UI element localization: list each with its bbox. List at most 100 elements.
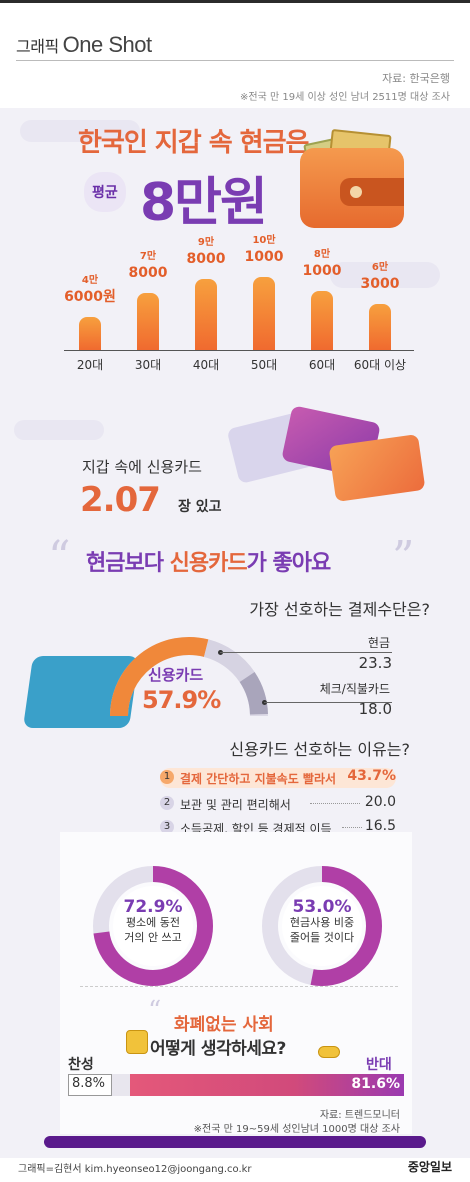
legend-check-value: 18.0	[358, 700, 392, 718]
top-rule	[0, 0, 470, 26]
receipt-roll	[44, 1136, 426, 1148]
open-quote-icon: “	[48, 532, 71, 583]
credit-label: 신용카드	[148, 666, 204, 684]
header-divider	[16, 60, 454, 61]
x-tick-label: 50대	[250, 358, 278, 372]
decor-blob	[20, 120, 140, 142]
brand: 그래픽 One Shot	[16, 32, 152, 58]
x-tick-label: 60대	[308, 358, 336, 372]
legend-cash-value: 23.3	[358, 654, 392, 672]
bar-1	[137, 293, 159, 350]
headline-part1: 현금보다	[86, 551, 170, 576]
card-count: 2.07	[80, 480, 161, 520]
ring-percent: 53.0%	[292, 897, 352, 917]
bar-5	[369, 304, 391, 350]
bar-value-label: 10만 1000	[244, 234, 284, 265]
reason-number: 2	[160, 796, 174, 810]
cashless-title: 화폐없는 사회	[174, 1015, 274, 1035]
headline-part3: 가 좋아요	[246, 551, 332, 576]
reason-text: 보관 및 관리 편리해서	[180, 798, 291, 812]
source-label: 자료: 한국은행	[382, 72, 450, 85]
legend-check-name: 체크/직불카드	[319, 682, 390, 696]
disagree-label: 반대	[366, 1057, 392, 1073]
bar-3	[253, 276, 275, 350]
bar-value-label: 7만 8000	[128, 251, 168, 282]
chart-baseline	[64, 350, 414, 351]
ring-label: 53.0% 현금사용 비중 줄어들 것이다	[282, 897, 362, 945]
cashless-question: 어떻게 생각하세요?	[150, 1039, 286, 1059]
card-unit: 장 있고	[178, 499, 222, 515]
brand-name: One Shot	[62, 32, 152, 57]
average-badge: 평균	[84, 172, 126, 212]
ring-line2: 거의 안 쓰고	[124, 931, 182, 944]
gauge-cash	[203, 639, 255, 683]
ring-coin	[93, 866, 213, 986]
reason-row: 2 보관 및 관리 편리해서 20.0	[160, 794, 396, 814]
legend-line	[264, 702, 392, 703]
payment-question: 가장 선호하는 결제수단은?	[249, 600, 430, 619]
decor-blob	[14, 420, 104, 440]
hero-title: 한국인 지갑 속 현금은	[78, 128, 309, 158]
coin-icon	[318, 1046, 340, 1058]
average-amount: 8만원	[140, 173, 268, 233]
payment-gauge	[110, 637, 268, 717]
credit-value: 57.9%	[142, 686, 221, 714]
decor-blob	[330, 262, 440, 288]
reason-value: 16.5	[364, 818, 396, 834]
bar-value-label: 8만 1000	[302, 249, 342, 280]
legend-cash-name: 현금	[367, 636, 390, 650]
reason-number: 3	[160, 820, 174, 834]
x-tick-label: 30대	[134, 358, 162, 372]
reason-number: 1	[160, 770, 174, 784]
ring-line1: 현금사용 비중	[289, 916, 355, 929]
reason-text: 결제 간단하고 지불속도 빨라서	[180, 772, 337, 786]
ring-percent: 72.9%	[123, 897, 183, 917]
x-tick-label: 60대 이상	[353, 358, 407, 372]
gauge-check	[239, 672, 268, 715]
ring-charts	[93, 866, 382, 986]
ring-line2: 줄어들 것이다	[289, 931, 355, 944]
bar-value-label: 6만 3000	[360, 262, 400, 293]
footer-publisher: 중앙일보	[407, 1160, 452, 1174]
opinion-bar	[68, 1074, 404, 1096]
open-quote-icon: “	[148, 996, 162, 1026]
leader-dots	[310, 803, 360, 804]
reason-question: 신용카드 선호하는 이유는?	[229, 740, 410, 759]
bar-2	[195, 278, 217, 350]
agree-bar	[68, 1074, 112, 1096]
ring-cash-decline	[262, 866, 382, 986]
reason-row: 1 결제 간단하고 지불속도 빨라서 43.7%	[160, 768, 396, 788]
headline: 현금보다 신용카드가 좋아요	[86, 545, 332, 577]
x-tick-label: 20대	[76, 358, 104, 372]
headline-part2: 신용카드	[169, 551, 248, 576]
disagree-value: 81.6%	[351, 1076, 400, 1092]
wallet-button	[350, 186, 362, 198]
footer-credit: 그래픽=김현서 kim.hyeonseo12@joongang.co.kr	[18, 1164, 252, 1175]
survey-note: ※전국 만 19세 이상 성인 남녀 2511명 대상 조사	[240, 92, 450, 103]
ring-center	[282, 886, 362, 966]
ring-label: 72.9% 평소에 동전 거의 안 쓰고	[113, 897, 193, 945]
close-quote-icon: ”	[392, 532, 415, 583]
cashless-survey-note: ※전국 만 19~59세 성인남녀 1000명 대상 조사	[193, 1124, 400, 1135]
ring-center	[113, 886, 193, 966]
bar-value-label: 9만 8000	[186, 236, 226, 267]
receipt-divider	[80, 986, 398, 987]
ring-line1: 평소에 동전	[125, 916, 181, 929]
bar-value-label: 4만 6000원	[64, 274, 116, 305]
bar-0	[79, 316, 101, 350]
disagree-bar	[129, 1074, 404, 1096]
legend-line	[220, 652, 392, 653]
leader-dots	[352, 777, 356, 778]
card-text: 지갑 속에 신용카드	[82, 458, 202, 476]
gauge-credit	[110, 637, 209, 717]
reason-value: 43.7%	[347, 768, 396, 784]
reason-value: 20.0	[364, 794, 396, 810]
x-tick-label: 40대	[192, 358, 220, 372]
agree-value: 8.8%	[72, 1076, 106, 1091]
agree-label: 찬성	[68, 1057, 94, 1073]
brand-prefix: 그래픽	[16, 37, 59, 56]
coin-stack-icon	[126, 1030, 148, 1054]
cashless-source: 자료: 트렌드모니터	[319, 1110, 400, 1121]
leader-dots	[342, 827, 362, 828]
